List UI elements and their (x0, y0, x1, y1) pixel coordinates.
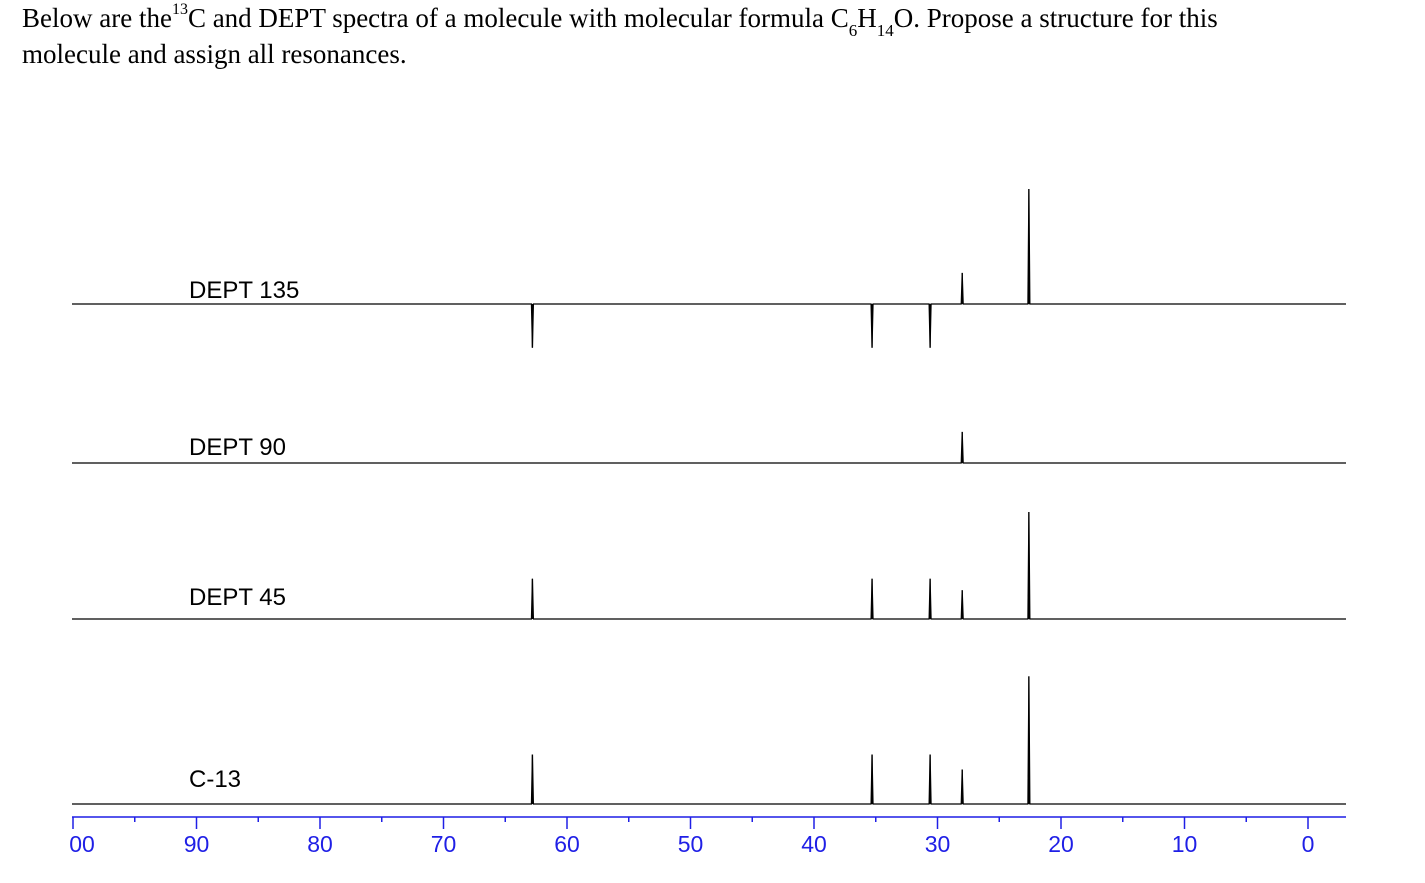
tick-label-10: 10 (1172, 831, 1198, 857)
tick-label-40: 40 (801, 831, 827, 857)
trace-label-c-13: C-13 (189, 766, 241, 793)
tick-label-50: 50 (678, 831, 704, 857)
tick-label-100: 00 (69, 831, 95, 857)
question-text: Below are the13C and DEPT spectra of a m… (22, 0, 1422, 72)
tick-label-90: 90 (184, 831, 210, 857)
question-line-1: Below are the13C and DEPT spectra of a m… (22, 0, 1422, 40)
trace-label-dept-45: DEPT 45 (189, 584, 286, 611)
question-part-1: Below are the (22, 3, 172, 33)
trace-label-dept-90: DEPT 90 (189, 434, 286, 461)
tick-label-70: 70 (431, 831, 457, 857)
question-line-2: molecule and assign all resonances. (22, 39, 407, 69)
question-part-2: C and DEPT spectra of a molecule with mo… (187, 3, 849, 33)
superscript-13: 13 (171, 1, 188, 18)
spectrum-trace-c-13 (72, 676, 1346, 805)
trace-label-dept-135: DEPT 135 (189, 277, 299, 304)
spectrum-trace-dept-135 (72, 188, 1346, 348)
question-part-3: H (857, 3, 877, 33)
tick-label-80: 80 (307, 831, 333, 857)
question-part-4: O. Propose a structure for this (893, 3, 1218, 33)
subscript-6: 6 (848, 21, 858, 41)
tick-label-0: 0 (1302, 831, 1315, 857)
subscript-14: 14 (876, 21, 894, 41)
tick-label-20: 20 (1048, 831, 1074, 857)
tick-label-60: 60 (554, 831, 580, 857)
tick-label-30: 30 (925, 831, 951, 857)
